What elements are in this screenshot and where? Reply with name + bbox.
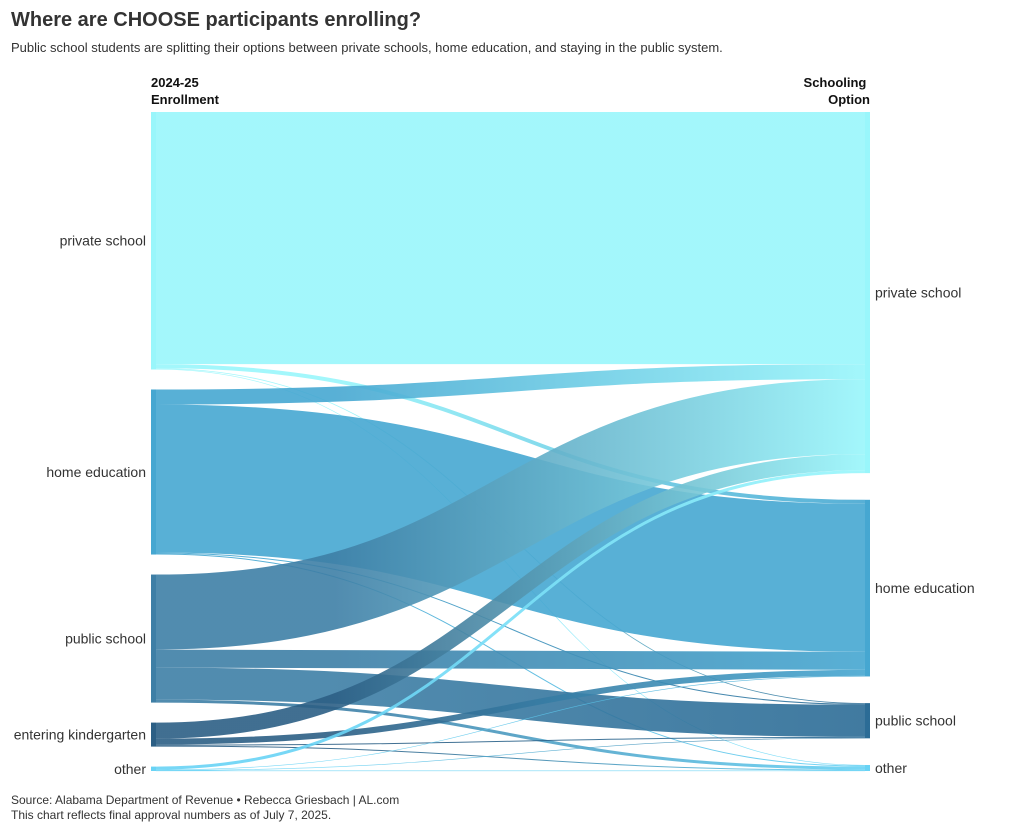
left-node-other[interactable] — [151, 766, 156, 771]
link-k-to-ps[interactable] — [155, 454, 866, 739]
approval-note: This chart reflects final approval numbe… — [11, 808, 332, 822]
left-label-other: other — [114, 761, 146, 777]
left-header-line1: 2024-25 — [151, 75, 199, 90]
link-k-to-pub[interactable] — [155, 736, 866, 746]
source-note: Source: Alabama Department of Revenue • … — [11, 793, 399, 823]
right-header-line2: Option — [828, 92, 870, 107]
left-label-entering-kindergarten: entering kindergarten — [14, 727, 146, 743]
left-node-home-education[interactable] — [151, 389, 156, 555]
link-pub-to-ps[interactable] — [155, 379, 866, 650]
left-node-entering-kindergarten[interactable] — [151, 722, 156, 747]
link-k-to-o[interactable] — [155, 745, 866, 771]
link-he-to-ps[interactable] — [155, 364, 866, 405]
link-pub-to-o[interactable] — [155, 699, 866, 770]
left-header-line2: Enrollment — [151, 92, 220, 107]
right-label-home-education: home education — [875, 580, 975, 596]
node-labels: private school home education public schoo… — [14, 233, 975, 777]
right-label-private-school: private school — [875, 285, 961, 301]
link-o-to-he[interactable] — [155, 675, 866, 771]
source-line: Source: Alabama Department of Revenue • … — [11, 793, 400, 807]
link-pub-to-pub[interactable] — [155, 667, 866, 737]
sankey-chart: 2024-25 Enrollment Schooling Option priv… — [14, 75, 975, 777]
right-node-home-education[interactable] — [865, 499, 870, 677]
right-node-public-school[interactable] — [865, 703, 870, 739]
right-label-other: other — [875, 760, 907, 776]
node-bars — [151, 112, 870, 771]
left-node-private-school[interactable] — [151, 112, 156, 370]
link-pub-to-he[interactable] — [155, 649, 866, 670]
left-label-private-school: private school — [60, 233, 146, 249]
left-node-public-school[interactable] — [151, 574, 156, 703]
chart-title: Where are CHOOSE participants enrolling? — [11, 9, 422, 31]
right-node-private-school[interactable] — [865, 112, 870, 474]
link-ps-to-he[interactable] — [155, 364, 866, 504]
left-label-public-school: public school — [65, 631, 146, 647]
chart-subtitle: Public school students are splitting the… — [11, 40, 723, 55]
link-k-to-he[interactable] — [155, 669, 866, 745]
link-o-to-pub[interactable] — [155, 737, 866, 771]
left-label-home-education: home education — [46, 464, 146, 480]
right-header: Schooling Option — [804, 75, 871, 107]
right-node-other[interactable] — [865, 764, 870, 771]
link-o-to-ps[interactable] — [155, 470, 866, 770]
flow-links — [155, 112, 866, 772]
right-header-line1: Schooling — [804, 75, 867, 90]
right-label-public-school: public school — [875, 713, 956, 729]
left-header: 2024-25 Enrollment — [151, 75, 220, 107]
link-he-to-pub[interactable] — [155, 552, 866, 705]
